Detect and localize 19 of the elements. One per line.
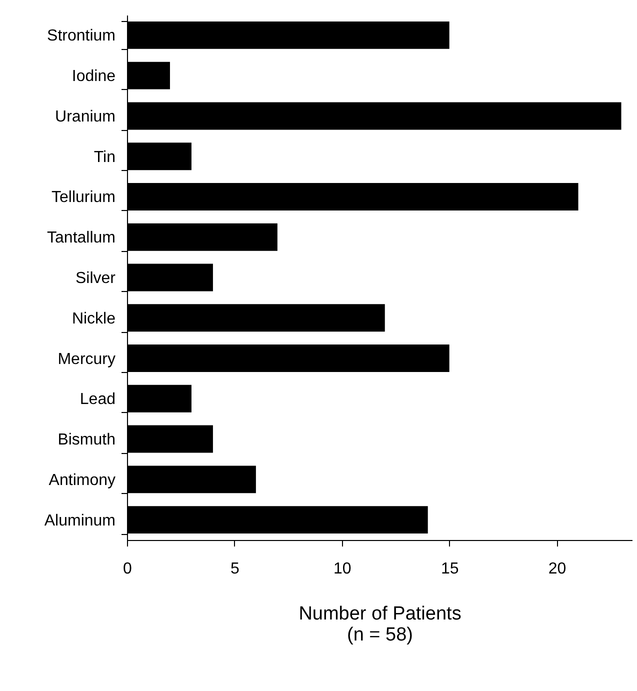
y-tick-label: Lead	[80, 391, 116, 408]
y-tick-label: Nickle	[72, 310, 116, 328]
y-tick-label: Strontium	[47, 28, 116, 45]
x-tick-label: 10	[333, 560, 352, 578]
y-tick-label: Silver	[75, 270, 116, 287]
y-tick-label: Tin	[94, 148, 116, 166]
x-tick-label: 15	[440, 560, 459, 578]
y-tick-label: Bismuth	[58, 432, 116, 449]
y-tick-label: Tantallum	[47, 230, 116, 247]
y-tick-label: Antimony	[48, 472, 116, 489]
y-tick-label: Iodine	[72, 68, 116, 86]
x-axis-title: Number of Patients (n = 58)	[298, 604, 462, 646]
y-tick-label: Tellurium	[51, 189, 116, 206]
x-tick-label: 0	[123, 560, 132, 578]
y-tick-label: Uranium	[55, 108, 116, 126]
y-tick-label: Aluminum	[44, 512, 116, 530]
x-tick-label: 20	[548, 560, 566, 578]
y-tick-label: Mercury	[58, 350, 116, 368]
x-tick-label: 5	[230, 560, 240, 578]
